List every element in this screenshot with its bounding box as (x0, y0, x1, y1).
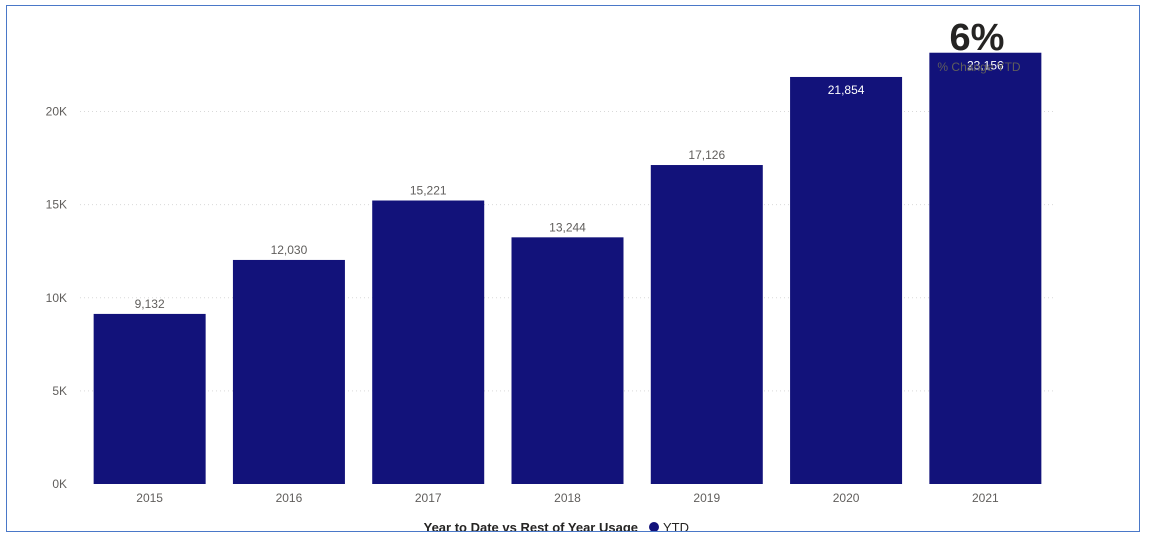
kpi-card: 6% % Change YTD (937, 17, 1020, 74)
bar-chart: 0K 5K 10K 15K 20K 9,132 12,030 15,221 13,244 17,… (46, 17, 1055, 531)
y-tick-label: 0K (52, 477, 67, 491)
chart-frame: 0K 5K 10K 15K 20K 9,132 12,030 15,221 13,244 17,… (6, 5, 1140, 532)
y-tick-label: 20K (46, 105, 67, 119)
legend-swatch-ytd (649, 522, 659, 531)
legend[interactable]: Year to Date vs Rest of Year Usage YTD (424, 520, 689, 531)
data-label: 15,221 (410, 184, 447, 198)
legend-title: Year to Date vs Rest of Year Usage (424, 520, 638, 531)
bar-2018[interactable] (511, 237, 624, 484)
x-tick-label: 2015 (136, 491, 163, 505)
legend-series-name: YTD (663, 520, 689, 531)
x-axis: 2015 2016 2017 2018 2019 2020 2021 (136, 491, 999, 505)
y-axis: 0K 5K 10K 15K 20K (46, 105, 67, 492)
x-tick-label: 2021 (972, 491, 999, 505)
bar-2021[interactable] (929, 52, 1042, 484)
data-label: 9,132 (135, 297, 165, 311)
x-tick-label: 2016 (276, 491, 303, 505)
y-tick-label: 10K (46, 291, 67, 305)
bar-2020[interactable] (790, 76, 903, 485)
x-tick-label: 2019 (693, 491, 720, 505)
y-tick-label: 15K (46, 198, 67, 212)
data-label: 21,854 (828, 83, 865, 97)
data-label: 17,126 (688, 148, 725, 162)
y-tick-label: 5K (52, 384, 67, 398)
data-label: 13,244 (549, 220, 586, 234)
data-label: 12,030 (271, 243, 308, 257)
bar-2015[interactable] (93, 313, 206, 484)
x-tick-label: 2020 (833, 491, 860, 505)
data-label: 23,156 (967, 59, 1004, 73)
bar-2017[interactable] (372, 200, 485, 484)
kpi-value: 6% (950, 17, 1005, 59)
x-tick-label: 2017 (415, 491, 442, 505)
kpi-caption: % Change YTD (937, 60, 1020, 74)
bars: 9,132 12,030 15,221 13,244 17,126 21,854 23,15… (93, 52, 1042, 485)
bar-2016[interactable] (232, 259, 345, 484)
bar-2019[interactable] (650, 165, 763, 484)
x-tick-label: 2018 (554, 491, 581, 505)
